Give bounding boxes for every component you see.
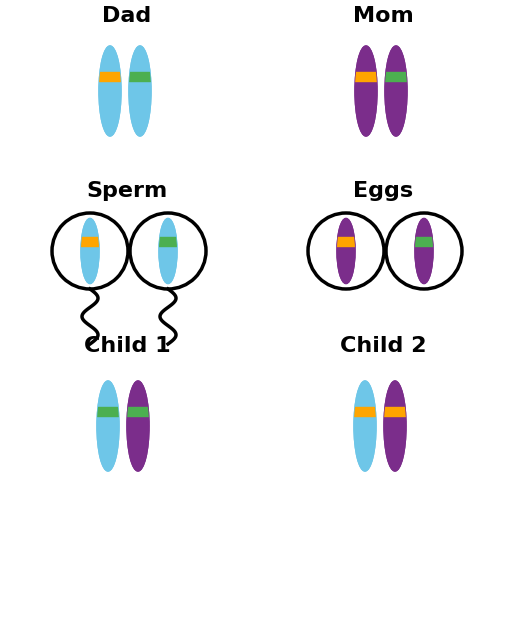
Bar (126, 406, 150, 415)
Bar (383, 406, 407, 415)
Ellipse shape (337, 219, 355, 284)
Ellipse shape (99, 46, 121, 136)
Ellipse shape (355, 46, 377, 136)
Ellipse shape (415, 219, 433, 284)
Ellipse shape (354, 381, 376, 471)
Ellipse shape (97, 381, 119, 471)
Bar (354, 71, 378, 81)
Ellipse shape (337, 219, 355, 284)
Ellipse shape (385, 46, 407, 136)
Ellipse shape (99, 46, 121, 136)
Text: Child 1: Child 1 (84, 336, 170, 356)
Ellipse shape (127, 381, 149, 471)
Bar (158, 237, 178, 245)
Ellipse shape (355, 46, 377, 136)
Ellipse shape (385, 46, 407, 136)
Ellipse shape (159, 219, 177, 284)
Bar (80, 237, 100, 245)
Ellipse shape (81, 219, 99, 284)
Ellipse shape (415, 219, 433, 284)
Ellipse shape (159, 219, 177, 284)
Bar (414, 237, 434, 245)
Bar (384, 71, 408, 81)
Bar (96, 406, 120, 415)
Bar (98, 71, 122, 81)
Text: Child 2: Child 2 (340, 336, 426, 356)
Bar (336, 237, 356, 245)
Ellipse shape (384, 381, 406, 471)
Ellipse shape (129, 46, 151, 136)
Ellipse shape (384, 381, 406, 471)
Text: Sperm: Sperm (86, 181, 168, 201)
Ellipse shape (81, 219, 99, 284)
Bar (353, 406, 377, 415)
Ellipse shape (127, 381, 149, 471)
Ellipse shape (97, 381, 119, 471)
Text: Dad: Dad (102, 6, 152, 26)
Bar (128, 71, 152, 81)
Ellipse shape (354, 381, 376, 471)
Text: Eggs: Eggs (353, 181, 413, 201)
Text: Mom: Mom (353, 6, 413, 26)
Ellipse shape (129, 46, 151, 136)
